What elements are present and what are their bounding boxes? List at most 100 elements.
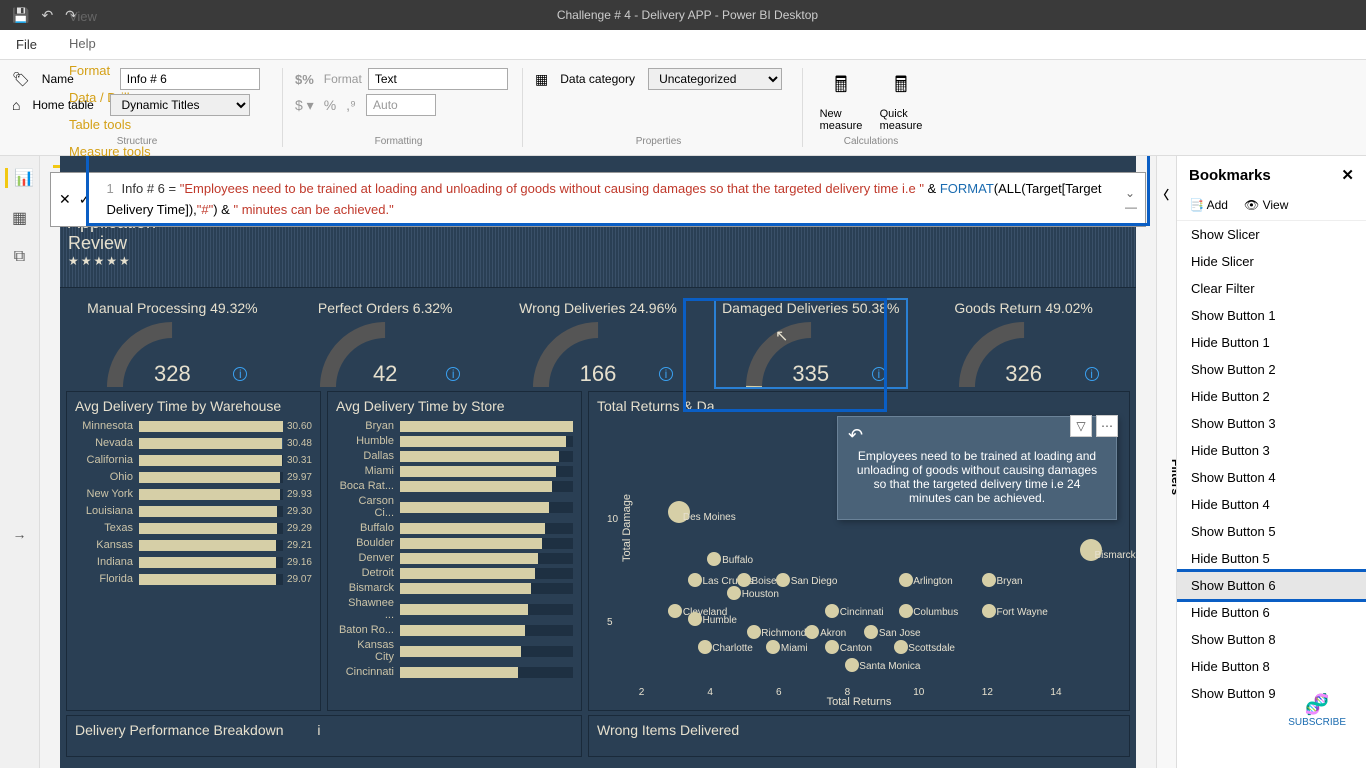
new-measure-button[interactable]: 🖩 New measure (815, 68, 867, 132)
bookmark-item[interactable]: Show Button 1 (1177, 302, 1366, 329)
scatter-point[interactable] (747, 625, 761, 639)
scatter-point[interactable] (982, 604, 996, 618)
kpi-gauge[interactable]: Wrong Deliveries 24.96% 166 i (503, 300, 693, 387)
report-view-icon[interactable]: 📊 (5, 168, 34, 188)
bar-row[interactable]: Florida29.07 (75, 573, 312, 585)
scatter-point[interactable] (982, 573, 996, 587)
bar-row[interactable]: Miami (336, 465, 573, 477)
scatter-point[interactable] (776, 573, 790, 587)
expand-icon[interactable]: → (13, 526, 27, 542)
info-icon[interactable]: i (446, 367, 460, 381)
scatter-point[interactable] (894, 640, 908, 654)
bar-row[interactable]: Nevada30.48 (75, 437, 312, 449)
bookmark-item[interactable]: Show Button 6 (1177, 572, 1366, 599)
comma-icon[interactable]: ,⁹ (346, 97, 356, 113)
bar-row[interactable]: Texas29.29 (75, 522, 312, 534)
scatter-point[interactable] (707, 552, 721, 566)
scatter-point[interactable] (668, 604, 682, 618)
bar-row[interactable]: Ohio29.97 (75, 471, 312, 483)
file-menu[interactable]: File (0, 31, 53, 58)
bookmark-item[interactable]: Hide Button 5 (1177, 545, 1366, 572)
bookmark-item[interactable]: Hide Slicer (1177, 248, 1366, 275)
bar-row[interactable]: Humble (336, 435, 573, 447)
cancel-formula-icon[interactable]: ✕ (59, 191, 71, 208)
home-table-select[interactable]: Dynamic Titles (110, 94, 250, 116)
panel-wrong-items[interactable]: Wrong Items Delivered (588, 715, 1130, 757)
bar-row[interactable]: Louisiana29.30 (75, 505, 312, 517)
bar-row[interactable]: Indiana29.16 (75, 556, 312, 568)
bar-row[interactable]: Kansas City (336, 639, 573, 663)
close-icon[interactable]: ✕ (1341, 166, 1354, 184)
panel-store[interactable]: Avg Delivery Time by Store BryanHumbleDa… (327, 391, 582, 711)
subscribe-badge[interactable]: 🧬 SUBSCRIBE (1288, 692, 1346, 728)
filters-pane-collapsed[interactable]: 〈 Filters (1156, 156, 1176, 768)
info-icon[interactable]: i (1085, 367, 1099, 381)
panel-performance[interactable]: Delivery Performance Breakdown i (66, 715, 582, 757)
bar-row[interactable]: Dallas (336, 450, 573, 462)
bar-row[interactable]: Shawnee ... (336, 597, 573, 621)
expand-formula-icon[interactable]: ⌄— (1117, 173, 1145, 226)
scatter-point[interactable] (688, 612, 702, 626)
bar-row[interactable]: Denver (336, 552, 573, 564)
scatter-point[interactable] (805, 625, 819, 639)
view-bookmark-button[interactable]: 👁 View (1244, 198, 1288, 212)
panel-scatter[interactable]: Total Returns & Da Total Damage Total Re… (588, 391, 1130, 711)
bar-row[interactable]: Carson Ci... (336, 495, 573, 519)
scatter-point[interactable] (688, 573, 702, 587)
kpi-gauge[interactable]: Goods Return 49.02% 326 i (929, 300, 1119, 387)
scatter-point[interactable] (825, 640, 839, 654)
currency-icon[interactable]: $ ▾ (295, 97, 314, 114)
kpi-gauge[interactable]: Damaged Deliveries 50.38% 335 i (716, 300, 906, 387)
bookmark-item[interactable]: Show Button 8 (1177, 626, 1366, 653)
bookmark-item[interactable]: Show Button 5 (1177, 518, 1366, 545)
scatter-point[interactable] (864, 625, 878, 639)
add-bookmark-button[interactable]: 📑 Add (1189, 198, 1228, 212)
info-icon[interactable]: i (872, 367, 886, 381)
scatter-point[interactable] (899, 573, 913, 587)
bookmark-item[interactable]: Hide Button 6 (1177, 599, 1366, 626)
bar-row[interactable]: Detroit (336, 567, 573, 579)
commit-formula-icon[interactable]: ✓ (79, 191, 91, 208)
formula-content[interactable]: 1 Info # 6 = "Employees need to be train… (98, 173, 1117, 226)
bookmark-item[interactable]: Show Slicer (1177, 221, 1366, 248)
percent-icon[interactable]: % (324, 97, 336, 113)
bookmark-item[interactable]: Show Button 3 (1177, 410, 1366, 437)
kpi-gauge[interactable]: Perfect Orders 6.32% 42 i (290, 300, 480, 387)
bar-row[interactable]: New York29.93 (75, 488, 312, 500)
scatter-point[interactable] (899, 604, 913, 618)
scatter-point[interactable] (737, 573, 751, 587)
bar-row[interactable]: Bryan (336, 420, 573, 432)
report-canvas[interactable]: Application Review ★★★★★ Manual Processi… (60, 156, 1136, 768)
decimals-input[interactable] (366, 94, 436, 116)
quick-measure-button[interactable]: 🖩 Quick measure (875, 68, 927, 132)
bar-row[interactable]: Kansas29.21 (75, 539, 312, 551)
formula-bar[interactable]: ✕ ✓ 1 Info # 6 = "Employees need to be t… (50, 172, 1146, 227)
bar-row[interactable]: Boca Rat... (336, 480, 573, 492)
scatter-point[interactable] (698, 640, 712, 654)
bookmark-item[interactable]: Hide Button 2 (1177, 383, 1366, 410)
undo-icon[interactable]: ↶ (41, 7, 53, 24)
bar-row[interactable]: Minnesota30.60 (75, 420, 312, 432)
chevron-left-icon[interactable]: 〈 (1157, 186, 1169, 203)
bar-row[interactable]: Cincinnati (336, 666, 573, 678)
filter-icon[interactable]: ▽ (1070, 415, 1092, 437)
tab-help[interactable]: Help (53, 30, 167, 57)
measure-name-input[interactable] (120, 68, 260, 90)
kpi-gauge[interactable]: Manual Processing 49.32% 328 i (77, 300, 267, 387)
panel-warehouse[interactable]: Avg Delivery Time by Warehouse Minnesota… (66, 391, 321, 711)
bar-row[interactable]: Boulder (336, 537, 573, 549)
scatter-point[interactable] (845, 658, 859, 672)
bookmark-item[interactable]: Hide Button 8 (1177, 653, 1366, 680)
scatter-point[interactable] (727, 586, 741, 600)
info-icon[interactable]: i (233, 367, 247, 381)
tab-view[interactable]: View (53, 3, 167, 30)
bookmark-item[interactable]: Clear Filter (1177, 275, 1366, 302)
info-icon[interactable]: i (659, 367, 673, 381)
bookmark-item[interactable]: Hide Button 4 (1177, 491, 1366, 518)
data-view-icon[interactable]: ▦ (12, 208, 27, 228)
model-view-icon[interactable]: ⧉ (14, 248, 25, 266)
category-select[interactable]: Uncategorized (648, 68, 782, 90)
format-select[interactable] (368, 68, 508, 90)
scatter-point[interactable] (766, 640, 780, 654)
bookmark-item[interactable]: Show Button 2 (1177, 356, 1366, 383)
